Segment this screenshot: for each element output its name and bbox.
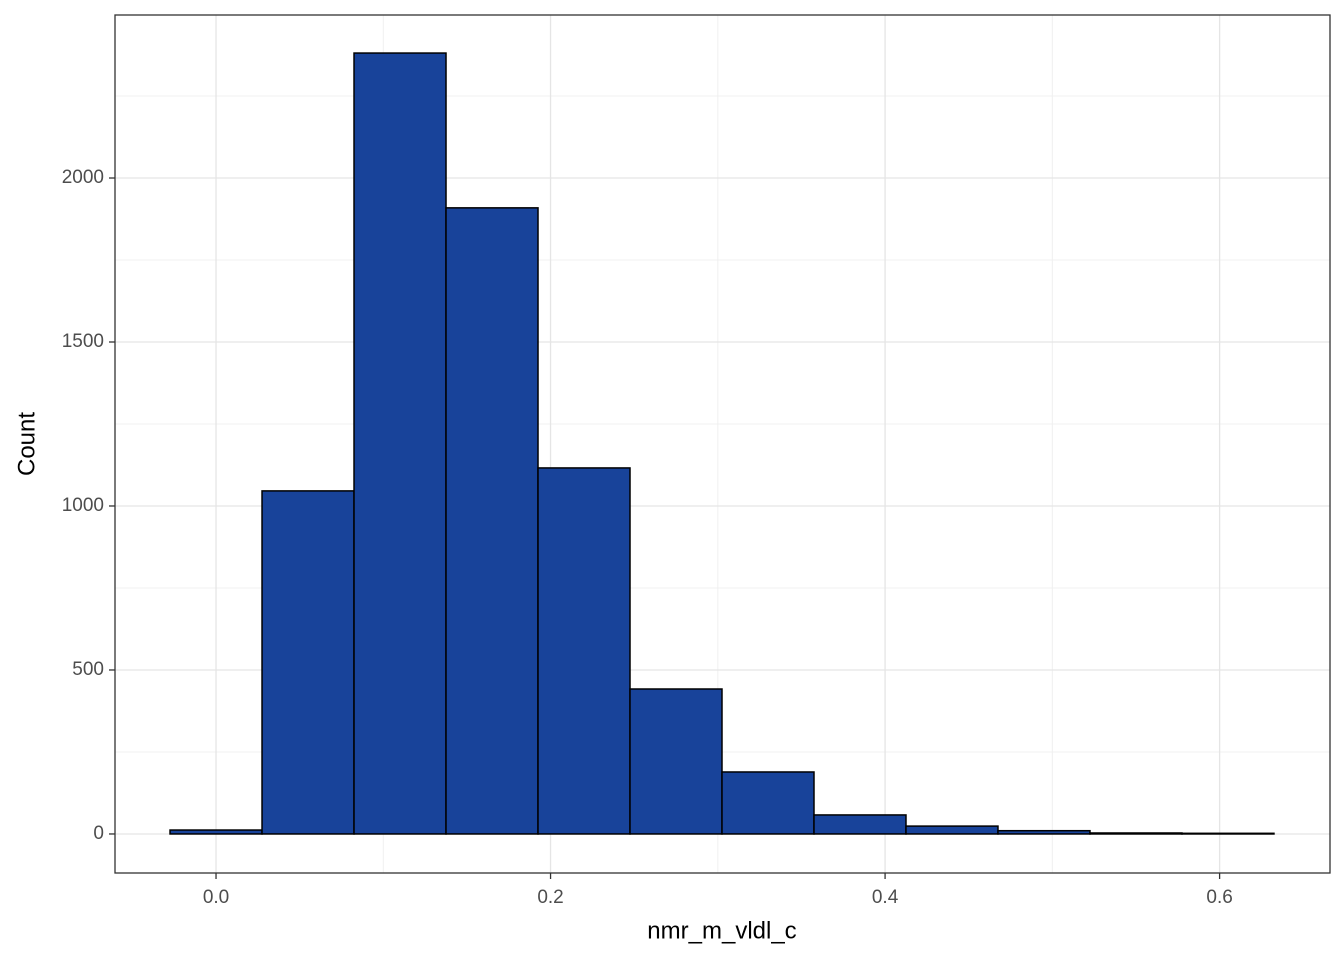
bar (1089, 832, 1183, 835)
bar (353, 52, 447, 835)
ticks: 0 500 1000 1500 2000 0.0 0.2 0.4 0.6 (62, 167, 1233, 908)
x-tick-label: 0.2 (537, 887, 563, 908)
bar (261, 490, 355, 835)
bar (169, 829, 263, 835)
bar (813, 814, 907, 835)
x-tick-label: 0.6 (1206, 887, 1232, 908)
panel-border (114, 14, 1331, 874)
bars (169, 52, 1275, 835)
bar (629, 688, 723, 835)
y-tick-label: 2000 (62, 167, 104, 188)
y-tick-label: 1500 (62, 331, 104, 352)
y-tick-label: 0 (93, 823, 104, 844)
bar (1181, 832, 1275, 835)
x-axis-title: nmr_m_vldl_c (647, 917, 796, 944)
bar (445, 207, 539, 835)
bar (905, 825, 999, 835)
bar (721, 771, 815, 835)
y-axis-title: Count (13, 412, 40, 476)
y-tick-label: 500 (72, 659, 104, 680)
x-tick-label: 0.4 (872, 887, 899, 908)
bar (537, 467, 631, 835)
bar (997, 829, 1091, 835)
x-tick-label: 0.0 (203, 887, 229, 908)
y-tick-label: 1000 (62, 495, 104, 516)
